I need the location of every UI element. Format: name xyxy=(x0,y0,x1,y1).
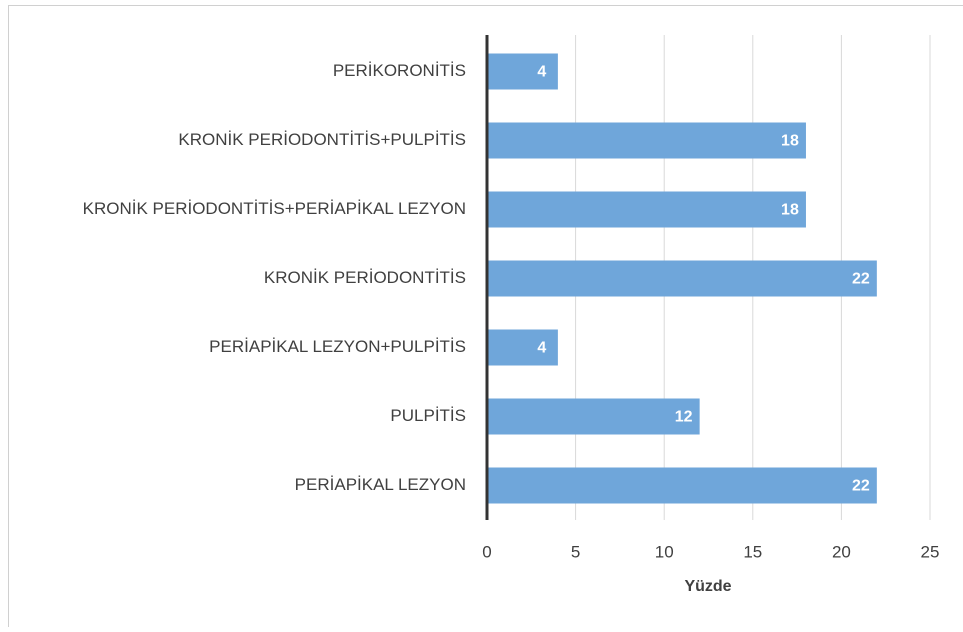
x-tick-label: 25 xyxy=(921,542,940,561)
bar xyxy=(487,261,877,297)
x-tick-label: 10 xyxy=(655,542,674,561)
x-axis-label: Yüzde xyxy=(684,578,731,595)
data-label: 12 xyxy=(675,409,693,426)
x-tick-label: 20 xyxy=(832,542,851,561)
y-tick-label: PULPİTİS xyxy=(390,406,466,425)
bar xyxy=(487,123,806,159)
y-tick-label: PERİAPİKAL LEZYON+PULPİTİS xyxy=(209,337,466,356)
y-tick-label: PERİAPİKAL LEZYON xyxy=(295,475,466,494)
data-label: 18 xyxy=(781,202,799,219)
bar xyxy=(487,399,700,435)
x-tick-label: 5 xyxy=(571,542,580,561)
bar xyxy=(487,54,558,90)
bar xyxy=(487,192,806,228)
data-label: 22 xyxy=(852,478,870,495)
y-tick-label: KRONİK PERİODONTİTİS+PULPİTİS xyxy=(178,130,466,149)
data-label: 4 xyxy=(537,64,546,81)
data-label: 4 xyxy=(537,340,546,357)
bar xyxy=(487,330,558,366)
bar xyxy=(487,468,877,504)
data-label: 22 xyxy=(852,271,870,288)
x-tick-label: 0 xyxy=(482,542,491,561)
y-tick-label: KRONİK PERİODONTİTİS xyxy=(264,268,466,287)
y-tick-label: KRONİK PERİODONTİTİS+PERİAPİKAL LEZYON xyxy=(83,199,466,218)
data-label: 18 xyxy=(781,133,799,150)
y-tick-label: PERİKORONİTİS xyxy=(333,61,466,80)
x-tick-label: 15 xyxy=(743,542,762,561)
